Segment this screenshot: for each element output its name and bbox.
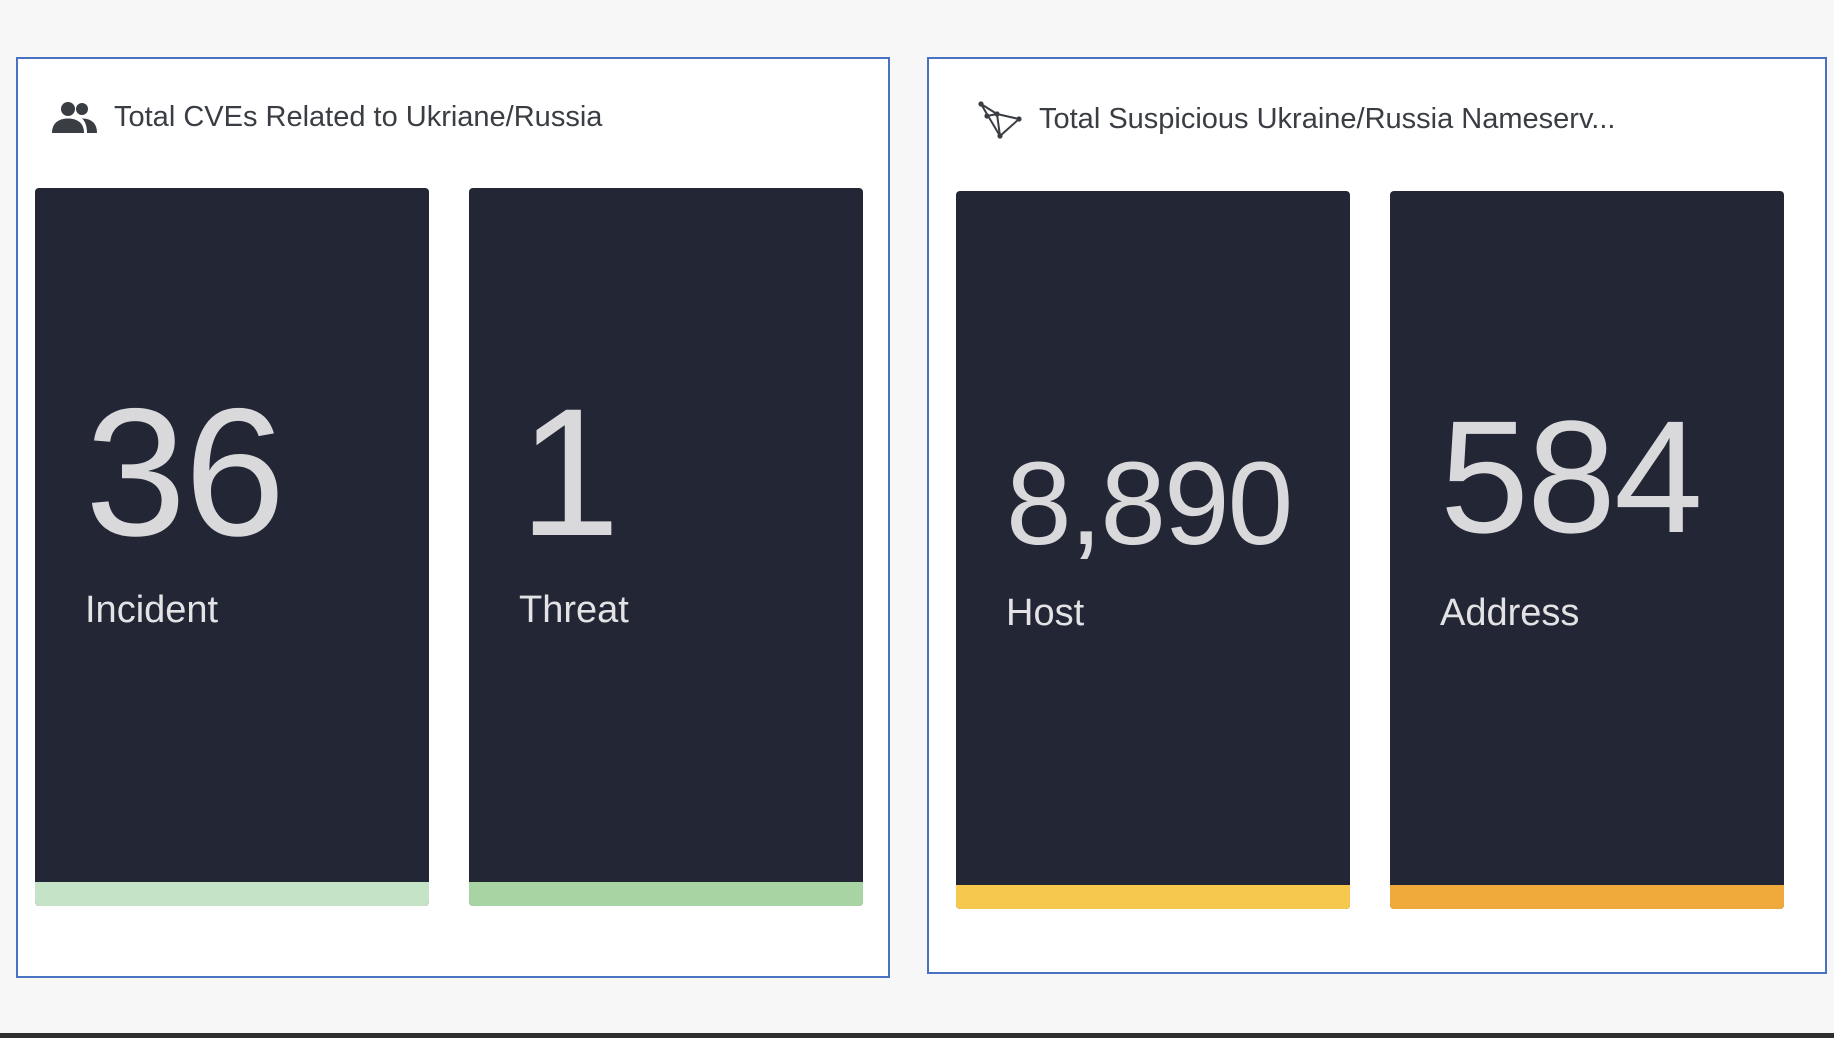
host-count: 8,890 [1006,438,1293,570]
cves-panel-title: Total CVEs Related to Ukriane/Russia [114,100,603,133]
people-icon [48,99,100,135]
host-status-bar [956,885,1350,909]
address-count: 584 [1440,387,1703,566]
network-graph-icon [973,101,1025,139]
address-status-bar [1390,885,1784,909]
address-tile[interactable]: 584 Address [1390,191,1784,909]
cves-panel-header: Total CVEs Related to Ukriane/Russia [48,97,602,137]
incident-label: Incident [85,589,219,631]
nameservers-panel: Total Suspicious Ukraine/Russia Nameserv… [927,57,1827,974]
incident-tile[interactable]: 36 Incident [35,188,429,906]
threat-count: 1 [519,370,621,574]
threat-tile[interactable]: 1 Threat [469,188,863,906]
threat-label: Threat [519,589,629,631]
address-label: Address [1440,592,1580,634]
cves-panel: Total CVEs Related to Ukriane/Russia 36 … [16,57,890,978]
nameservers-panel-header: Total Suspicious Ukraine/Russia Nameserv… [973,99,1615,139]
threat-status-bar [469,882,863,906]
bottom-divider [0,1033,1834,1038]
incident-status-bar [35,882,429,906]
host-tile[interactable]: 8,890 Host [956,191,1350,909]
incident-count: 36 [85,370,285,574]
host-label: Host [1006,592,1085,634]
nameservers-panel-title: Total Suspicious Ukraine/Russia Nameserv… [1039,102,1616,135]
